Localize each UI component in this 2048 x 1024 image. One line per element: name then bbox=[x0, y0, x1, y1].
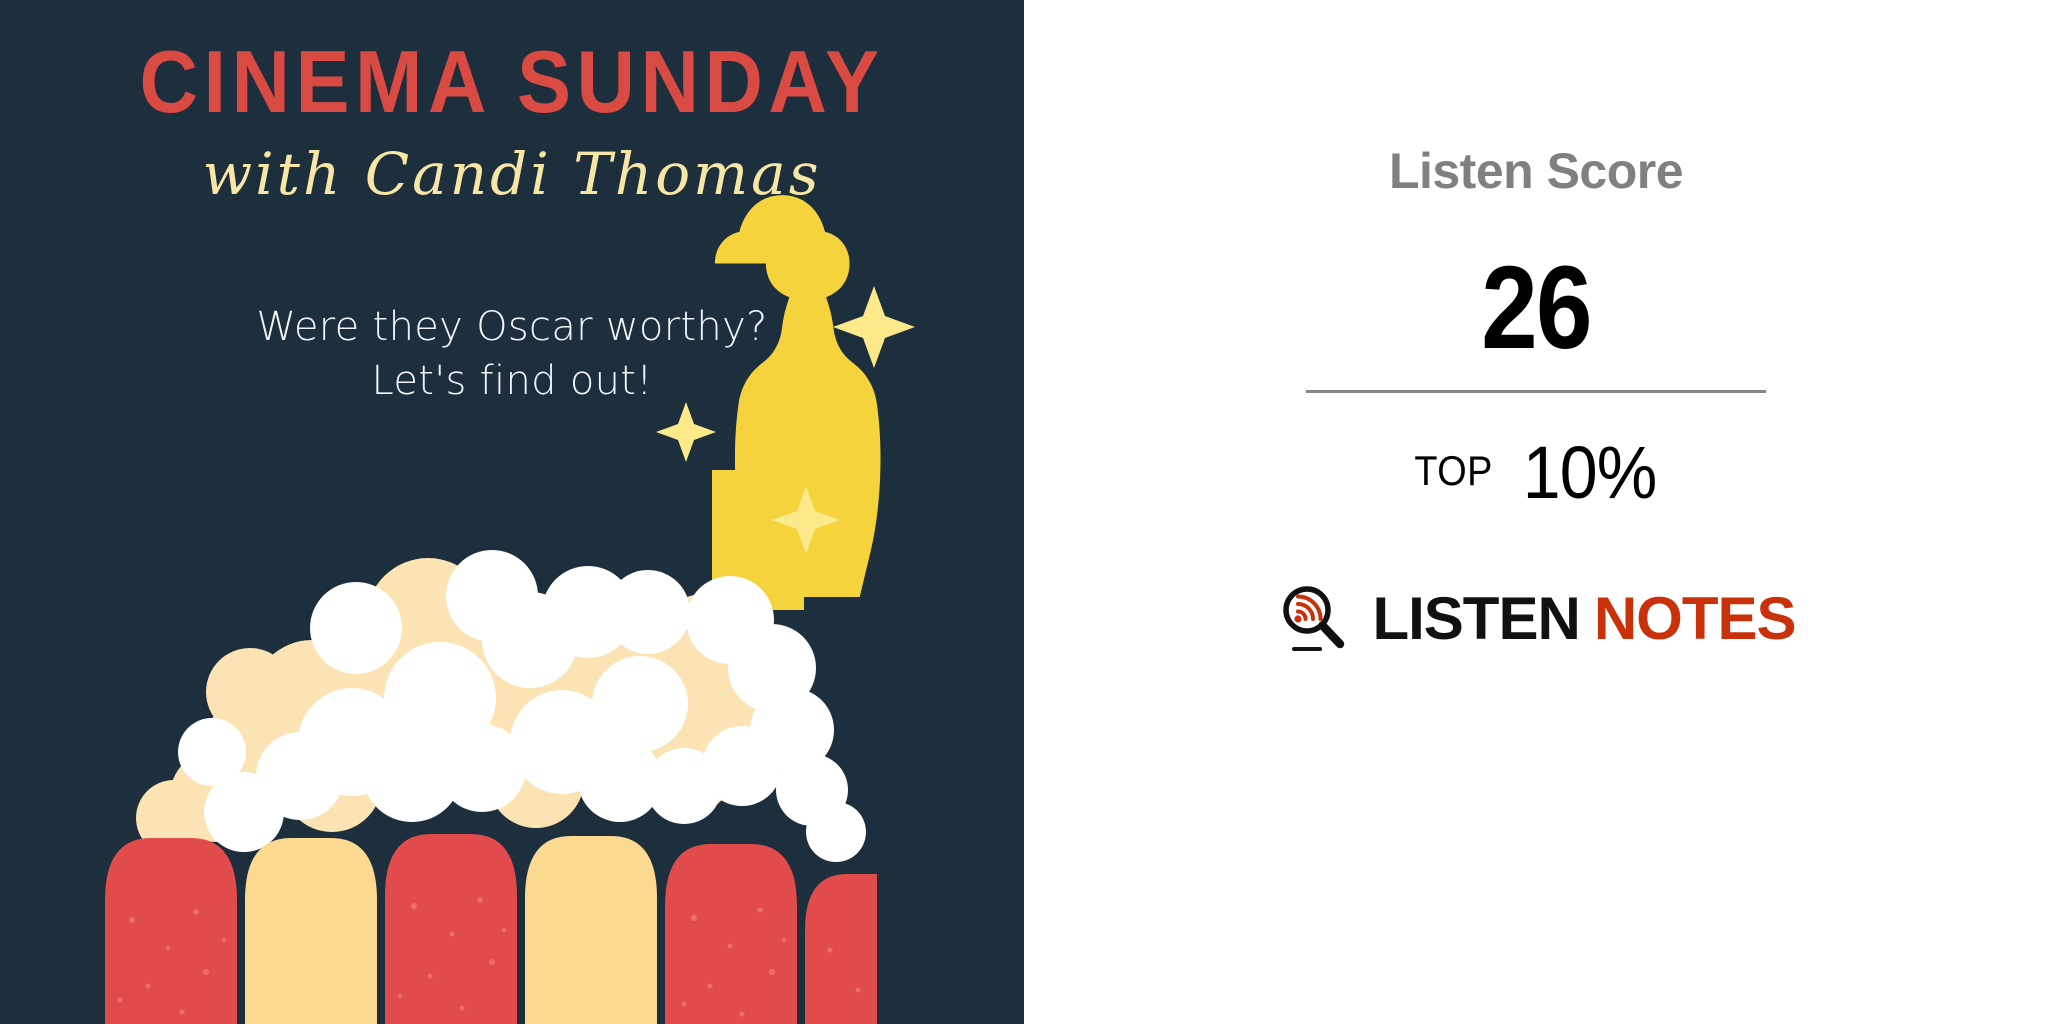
listen-score-value: 26 bbox=[1481, 242, 1592, 374]
listen-score-label: Listen Score bbox=[1388, 143, 1684, 199]
listen-score-rank: TOP 10% bbox=[1024, 430, 2048, 515]
logo-word-notes: NOTES bbox=[1593, 585, 1797, 652]
score-divider bbox=[1306, 390, 1766, 393]
cover-tagline-line-1: Were they Oscar worthy? bbox=[256, 304, 768, 350]
magnifier-rss-icon bbox=[1283, 586, 1345, 651]
listen-notes-logo[interactable]: LISTEN NOTES bbox=[1024, 580, 2048, 658]
logo-word-listen: LISTEN bbox=[1372, 585, 1580, 652]
cover-illustration bbox=[105, 195, 915, 1024]
popcorn-bucket-illustration bbox=[105, 834, 877, 1024]
cover-title: CINEMA SUNDAY bbox=[139, 32, 885, 131]
podcast-cover-art[interactable]: CINEMA SUNDAY with Candi Thomas Were the… bbox=[0, 0, 1024, 1024]
cover-tagline-line-2: Let's find out! bbox=[371, 358, 653, 404]
cover-tagline: Were they Oscar worthy? Let's find out! bbox=[0, 300, 1024, 408]
sparkle-icons bbox=[656, 286, 915, 554]
logo-wordmark: LISTEN NOTES bbox=[1372, 589, 1796, 649]
listen-score-panel: Listen Score 26 TOP 10% LISTEN NOTES bbox=[1024, 0, 2048, 1024]
popcorn-pile-illustration bbox=[136, 550, 866, 862]
rank-percent-value: 10% bbox=[1522, 431, 1657, 514]
cover-subtitle-host: with Candi Thomas bbox=[202, 140, 822, 208]
rank-prefix-label: TOP bbox=[1414, 447, 1493, 495]
